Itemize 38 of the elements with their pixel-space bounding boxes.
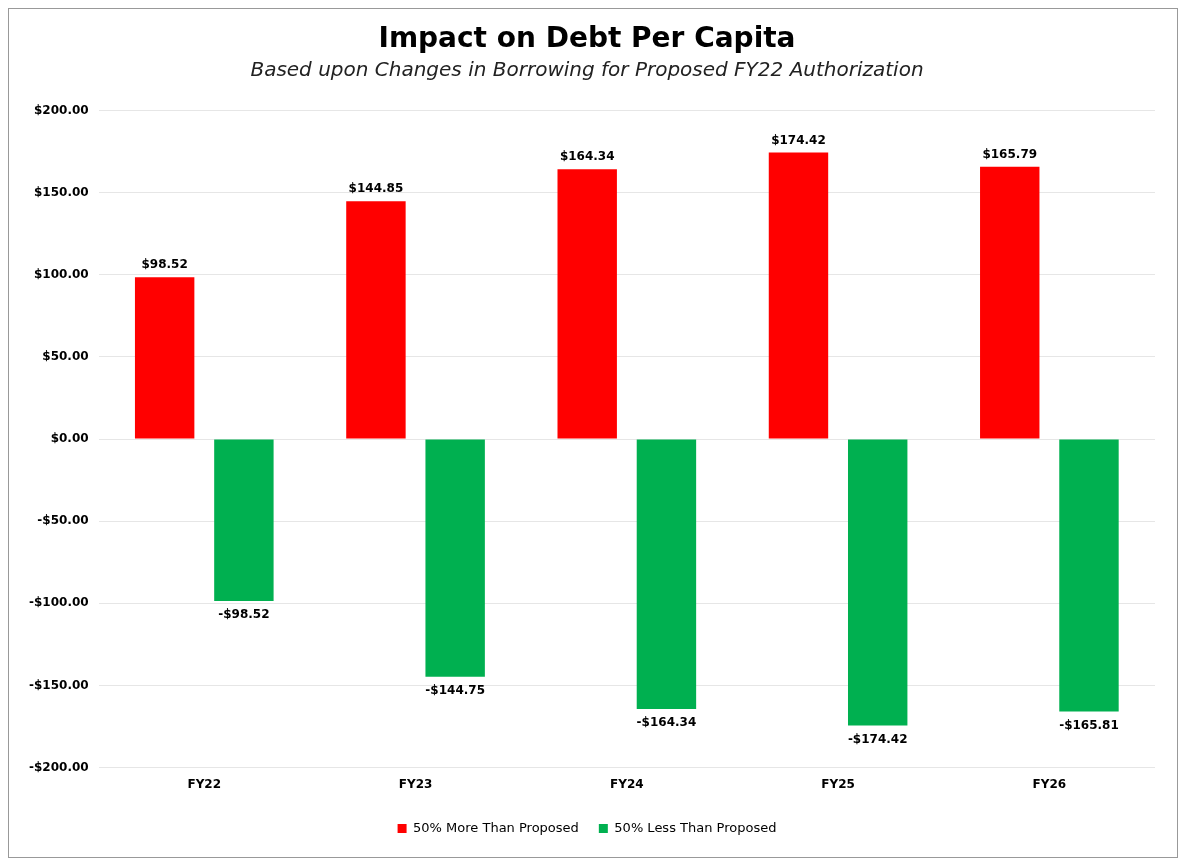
- bar: [134, 277, 195, 439]
- data-label: $164.34: [559, 149, 615, 164]
- data-label: -$98.52: [218, 607, 270, 622]
- data-label: -$174.42: [847, 731, 908, 746]
- y-tick-label: -$200.00: [29, 759, 89, 774]
- data-label: -$144.75: [425, 682, 485, 697]
- legend-label: 50% Less Than Proposed: [614, 819, 777, 835]
- x-tick-label: FY25: [821, 776, 855, 791]
- y-tick-label: $50.00: [42, 349, 89, 364]
- data-label: -$164.34: [636, 715, 697, 730]
- bar: [425, 439, 485, 677]
- x-tick-label: FY23: [398, 776, 433, 791]
- y-tick-label: $100.00: [33, 266, 89, 281]
- y-tick-label: $150.00: [33, 184, 89, 199]
- x-tick-label: FY24: [610, 776, 644, 791]
- legend-label: 50% More Than Proposed: [413, 819, 579, 835]
- bar: [980, 166, 1040, 439]
- bar: [1059, 439, 1119, 712]
- bar: [636, 439, 697, 710]
- y-tick-label: -$50.00: [37, 513, 89, 528]
- y-tick-label: $200.00: [33, 102, 89, 117]
- bar: [557, 169, 617, 439]
- y-tick-label: -$150.00: [29, 677, 89, 692]
- bar: [346, 201, 406, 439]
- data-label: $144.85: [348, 181, 404, 196]
- data-label: $98.52: [141, 257, 188, 272]
- x-tick-label: FY22: [187, 776, 222, 791]
- bar: [214, 439, 274, 601]
- data-label: -$165.81: [1059, 717, 1119, 732]
- y-tick-label: -$100.00: [29, 595, 89, 610]
- chart-title: Impact on Debt Per Capita: [378, 21, 796, 55]
- x-tick-label: FY26: [1032, 776, 1067, 791]
- bar: [768, 152, 829, 439]
- bar: [847, 439, 908, 726]
- chart-subtitle: Based upon Changes in Borrowing for Proposed FY22 Authorization: [250, 56, 924, 81]
- data-label: $174.42: [771, 132, 826, 147]
- data-label: $165.79: [982, 146, 1038, 161]
- y-tick-label: $0.00: [50, 431, 89, 446]
